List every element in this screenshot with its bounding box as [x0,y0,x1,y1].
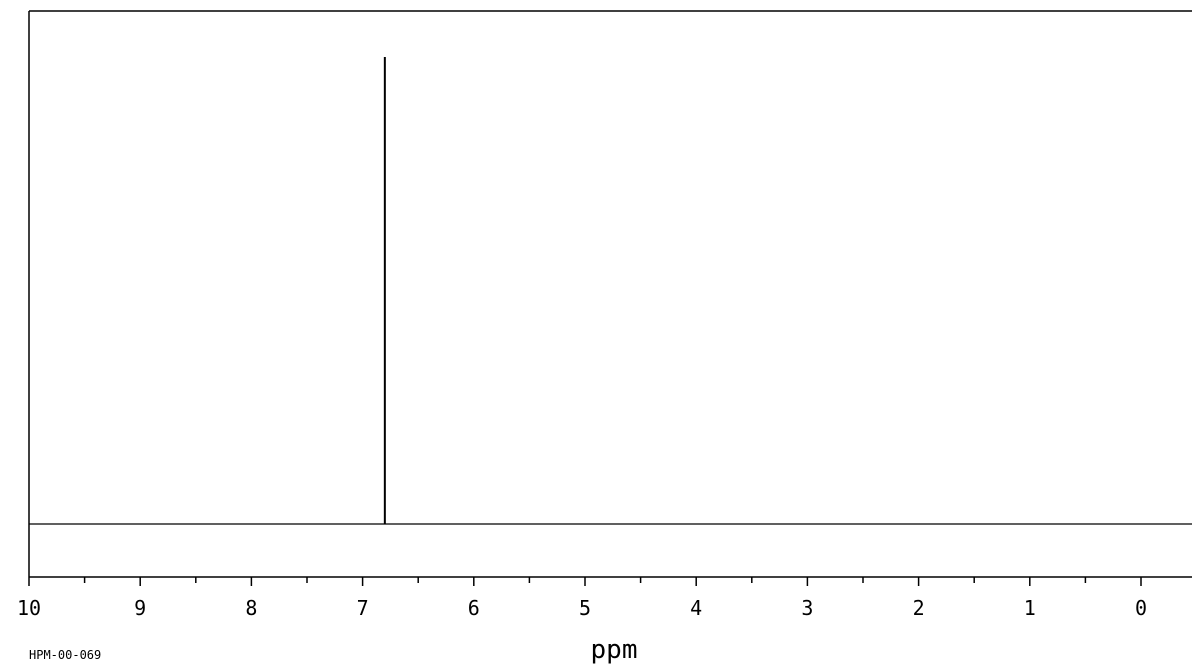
x-axis-tick-labels: 10 9 8 7 6 5 4 3 2 1 0 [17,596,1147,620]
tick-label: 4 [690,596,702,620]
tick-label: 1 [1024,596,1036,620]
tick-label: 8 [245,596,257,620]
tick-label: 6 [468,596,480,620]
x-axis-title: ppm [591,635,638,665]
tick-label: 9 [134,596,146,620]
tick-label: 3 [801,596,813,620]
tick-label: 5 [579,596,591,620]
plot-frame [28,10,1192,578]
x-axis-ticks [28,577,1142,586]
spectrum-id-label: HPM-00-069 [29,648,101,662]
tick-label: 2 [913,596,925,620]
tick-label: 7 [357,596,369,620]
tick-label: 10 [17,596,41,620]
tick-label: 0 [1135,596,1147,620]
